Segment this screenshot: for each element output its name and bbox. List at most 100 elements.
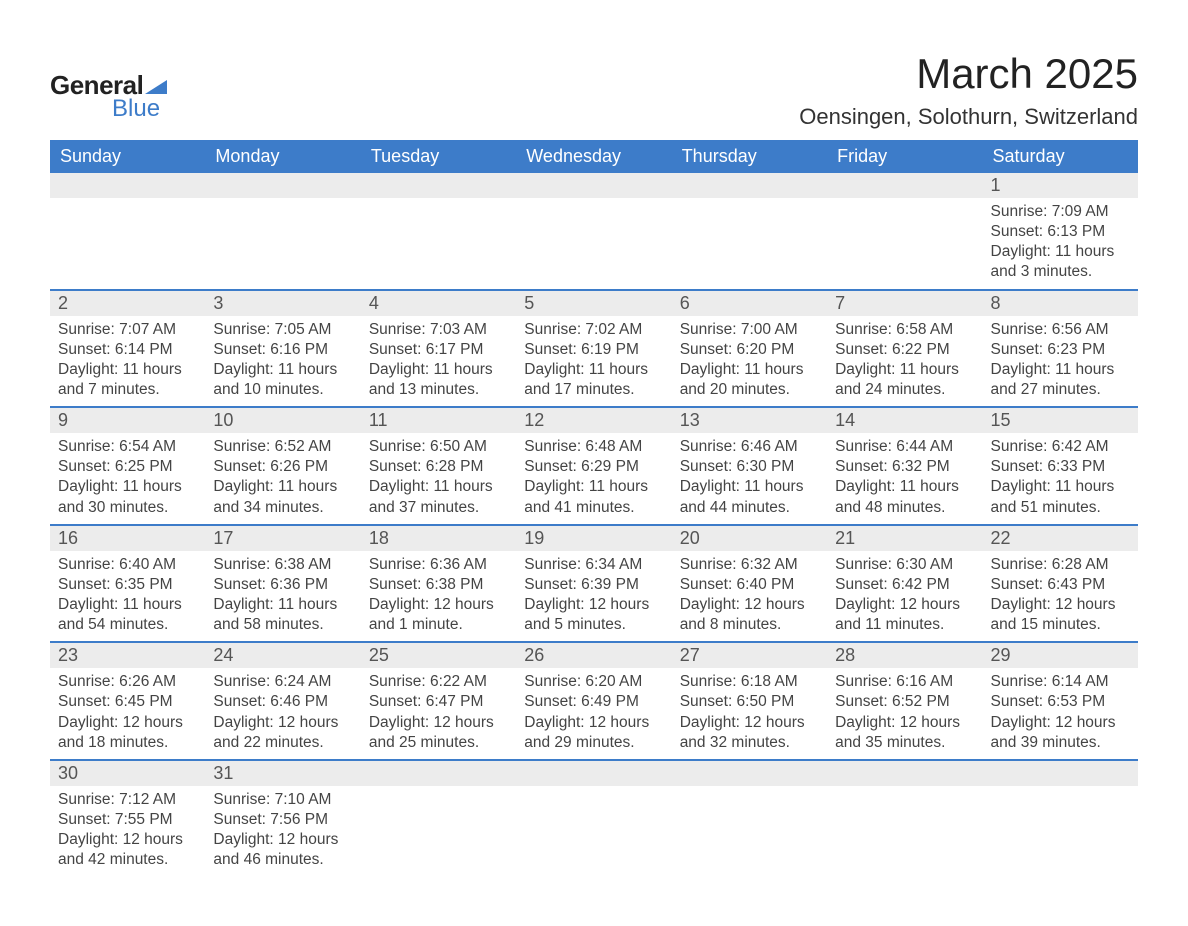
calendar-day-cell: 4Sunrise: 7:03 AMSunset: 6:17 PMDaylight… (361, 290, 516, 408)
calendar-day-cell: 23Sunrise: 6:26 AMSunset: 6:45 PMDayligh… (50, 642, 205, 760)
day-detail-line: Sunrise: 6:30 AM (835, 555, 974, 575)
day-details: Sunrise: 6:24 AMSunset: 6:46 PMDaylight:… (205, 668, 360, 759)
day-details: Sunrise: 6:42 AMSunset: 6:33 PMDaylight:… (983, 433, 1138, 524)
day-details: Sunrise: 6:40 AMSunset: 6:35 PMDaylight:… (50, 551, 205, 642)
day-number: 8 (983, 291, 1138, 316)
day-detail-line: Sunset: 6:43 PM (991, 575, 1130, 595)
day-detail-line: Daylight: 12 hours and 18 minutes. (58, 713, 197, 753)
day-detail-line: Sunset: 6:19 PM (524, 340, 663, 360)
day-details: Sunrise: 6:18 AMSunset: 6:50 PMDaylight:… (672, 668, 827, 759)
calendar-day-cell: 5Sunrise: 7:02 AMSunset: 6:19 PMDaylight… (516, 290, 671, 408)
day-detail-line: Sunrise: 6:50 AM (369, 437, 508, 457)
calendar-header-row: SundayMondayTuesdayWednesdayThursdayFrid… (50, 140, 1138, 173)
weekday-header: Monday (205, 140, 360, 173)
day-detail-line: Sunset: 6:42 PM (835, 575, 974, 595)
day-details: Sunrise: 7:05 AMSunset: 6:16 PMDaylight:… (205, 316, 360, 407)
day-detail-line: Sunrise: 6:36 AM (369, 555, 508, 575)
day-details (50, 198, 205, 208)
calendar-empty-cell (361, 760, 516, 877)
calendar-empty-cell (827, 760, 982, 877)
day-details: Sunrise: 6:34 AMSunset: 6:39 PMDaylight:… (516, 551, 671, 642)
calendar-day-cell: 31Sunrise: 7:10 AMSunset: 7:56 PMDayligh… (205, 760, 360, 877)
calendar-empty-cell (516, 760, 671, 877)
day-details: Sunrise: 7:12 AMSunset: 7:55 PMDaylight:… (50, 786, 205, 877)
day-detail-line: Daylight: 12 hours and 15 minutes. (991, 595, 1130, 635)
day-number: 29 (983, 643, 1138, 668)
day-number: 28 (827, 643, 982, 668)
day-detail-line: Daylight: 12 hours and 35 minutes. (835, 713, 974, 753)
calendar-empty-cell (672, 173, 827, 290)
day-detail-line: Daylight: 11 hours and 41 minutes. (524, 477, 663, 517)
day-number (361, 173, 516, 198)
day-detail-line: Sunset: 6:40 PM (680, 575, 819, 595)
day-detail-line: Daylight: 12 hours and 29 minutes. (524, 713, 663, 753)
day-number (827, 761, 982, 786)
page-header: General Blue March 2025 Oensingen, Solot… (50, 50, 1138, 130)
day-detail-line: Daylight: 11 hours and 37 minutes. (369, 477, 508, 517)
day-details: Sunrise: 6:58 AMSunset: 6:22 PMDaylight:… (827, 316, 982, 407)
day-details: Sunrise: 6:48 AMSunset: 6:29 PMDaylight:… (516, 433, 671, 524)
day-number: 31 (205, 761, 360, 786)
day-detail-line: Daylight: 11 hours and 54 minutes. (58, 595, 197, 635)
day-detail-line: Sunrise: 7:05 AM (213, 320, 352, 340)
calendar-empty-cell (983, 760, 1138, 877)
day-number: 18 (361, 526, 516, 551)
day-detail-line: Daylight: 11 hours and 24 minutes. (835, 360, 974, 400)
calendar-day-cell: 13Sunrise: 6:46 AMSunset: 6:30 PMDayligh… (672, 407, 827, 525)
day-detail-line: Daylight: 11 hours and 58 minutes. (213, 595, 352, 635)
day-detail-line: Sunrise: 6:42 AM (991, 437, 1130, 457)
day-details (827, 786, 982, 796)
day-details: Sunrise: 7:09 AMSunset: 6:13 PMDaylight:… (983, 198, 1138, 289)
calendar-week-row: 16Sunrise: 6:40 AMSunset: 6:35 PMDayligh… (50, 525, 1138, 643)
day-details: Sunrise: 6:20 AMSunset: 6:49 PMDaylight:… (516, 668, 671, 759)
calendar-day-cell: 2Sunrise: 7:07 AMSunset: 6:14 PMDaylight… (50, 290, 205, 408)
calendar-week-row: 30Sunrise: 7:12 AMSunset: 7:55 PMDayligh… (50, 760, 1138, 877)
calendar-day-cell: 17Sunrise: 6:38 AMSunset: 6:36 PMDayligh… (205, 525, 360, 643)
day-details: Sunrise: 6:52 AMSunset: 6:26 PMDaylight:… (205, 433, 360, 524)
day-number: 16 (50, 526, 205, 551)
day-number (205, 173, 360, 198)
day-detail-line: Sunrise: 7:00 AM (680, 320, 819, 340)
day-number (672, 761, 827, 786)
day-detail-line: Sunrise: 6:32 AM (680, 555, 819, 575)
day-detail-line: Sunrise: 6:34 AM (524, 555, 663, 575)
calendar-day-cell: 28Sunrise: 6:16 AMSunset: 6:52 PMDayligh… (827, 642, 982, 760)
calendar-day-cell: 24Sunrise: 6:24 AMSunset: 6:46 PMDayligh… (205, 642, 360, 760)
day-detail-line: Sunrise: 6:14 AM (991, 672, 1130, 692)
day-detail-line: Sunset: 6:25 PM (58, 457, 197, 477)
day-details (205, 198, 360, 208)
day-number: 5 (516, 291, 671, 316)
day-detail-line: Daylight: 12 hours and 39 minutes. (991, 713, 1130, 753)
day-number: 13 (672, 408, 827, 433)
day-detail-line: Daylight: 11 hours and 44 minutes. (680, 477, 819, 517)
day-detail-line: Sunrise: 7:10 AM (213, 790, 352, 810)
day-detail-line: Sunset: 6:22 PM (835, 340, 974, 360)
day-details (361, 198, 516, 208)
calendar-day-cell: 25Sunrise: 6:22 AMSunset: 6:47 PMDayligh… (361, 642, 516, 760)
calendar-week-row: 23Sunrise: 6:26 AMSunset: 6:45 PMDayligh… (50, 642, 1138, 760)
day-number (50, 173, 205, 198)
calendar-table: SundayMondayTuesdayWednesdayThursdayFrid… (50, 140, 1138, 876)
day-detail-line: Sunset: 6:36 PM (213, 575, 352, 595)
calendar-week-row: 9Sunrise: 6:54 AMSunset: 6:25 PMDaylight… (50, 407, 1138, 525)
day-number: 23 (50, 643, 205, 668)
brand-blue-text: Blue (112, 95, 160, 123)
day-detail-line: Sunset: 7:56 PM (213, 810, 352, 830)
day-details: Sunrise: 6:22 AMSunset: 6:47 PMDaylight:… (361, 668, 516, 759)
day-detail-line: Daylight: 11 hours and 20 minutes. (680, 360, 819, 400)
day-detail-line: Sunset: 6:47 PM (369, 692, 508, 712)
day-details: Sunrise: 7:00 AMSunset: 6:20 PMDaylight:… (672, 316, 827, 407)
day-detail-line: Sunrise: 6:58 AM (835, 320, 974, 340)
day-details: Sunrise: 6:44 AMSunset: 6:32 PMDaylight:… (827, 433, 982, 524)
day-details: Sunrise: 7:02 AMSunset: 6:19 PMDaylight:… (516, 316, 671, 407)
day-detail-line: Sunset: 6:13 PM (991, 222, 1130, 242)
day-detail-line: Daylight: 12 hours and 25 minutes. (369, 713, 508, 753)
day-detail-line: Sunset: 6:20 PM (680, 340, 819, 360)
day-detail-line: Sunrise: 6:22 AM (369, 672, 508, 692)
calendar-empty-cell (827, 173, 982, 290)
calendar-day-cell: 19Sunrise: 6:34 AMSunset: 6:39 PMDayligh… (516, 525, 671, 643)
day-number: 25 (361, 643, 516, 668)
day-detail-line: Sunset: 6:26 PM (213, 457, 352, 477)
day-detail-line: Sunset: 6:53 PM (991, 692, 1130, 712)
day-number: 14 (827, 408, 982, 433)
